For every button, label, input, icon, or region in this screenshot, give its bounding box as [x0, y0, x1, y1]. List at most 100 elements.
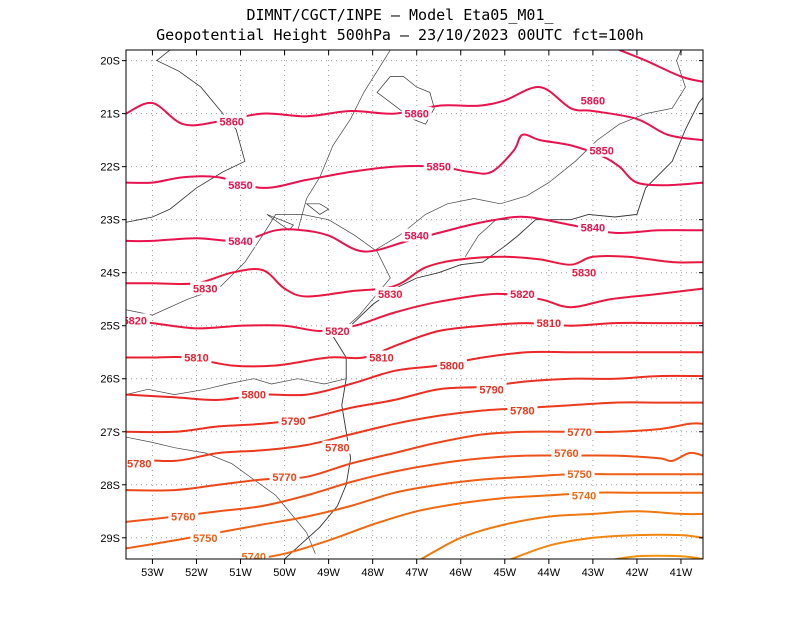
y-tick-label: 25S: [100, 321, 120, 333]
x-tick-label: 44W: [538, 567, 561, 579]
contour-label-bg: [366, 350, 397, 364]
y-tick-label: 20S: [100, 56, 120, 68]
chart-title-line1: DIMNT/CGCT/INPE – Model Eta05_M01_: [246, 6, 554, 24]
state-border: [464, 219, 510, 257]
contour-label-bg: [507, 286, 538, 300]
contour-label: 5810: [184, 353, 208, 365]
contour-label-bg: [476, 382, 507, 396]
x-tick-label: 51W: [229, 567, 252, 579]
contour-label: 5830: [378, 289, 402, 301]
contour-label: 5750: [567, 469, 591, 481]
contour-line-5770: [126, 422, 703, 492]
contour-label: 5830: [193, 284, 217, 296]
contour-label: 5860: [219, 117, 243, 129]
y-tick-label: 21S: [100, 109, 120, 121]
contour-line-5760: [126, 451, 703, 523]
contour-line-5860: [126, 86, 703, 142]
contour-line-5790: [126, 374, 703, 434]
contour-label: 5800: [241, 390, 265, 402]
contour-label: 5740: [241, 551, 265, 563]
x-tick-label: 52W: [185, 567, 208, 579]
contour-label: 5820: [123, 315, 147, 327]
state-border: [297, 50, 391, 231]
contour-label: 5860: [581, 95, 605, 107]
contour-line-5830: [126, 254, 703, 298]
reservoir-outline: [305, 203, 330, 215]
contour-label-bg: [225, 233, 256, 247]
x-tick-label: 41W: [670, 567, 693, 579]
contour-label-bg: [216, 114, 247, 128]
contour-label-bg: [278, 414, 309, 428]
reservoir-outline: [266, 214, 294, 231]
contour-label: 5760: [171, 512, 195, 524]
contour-label: 5800: [440, 360, 464, 372]
contour-label-bg: [375, 286, 406, 300]
contour-label: 5780: [325, 443, 349, 455]
contour-label: 5840: [228, 236, 252, 248]
contour-label: 5820: [325, 326, 349, 338]
contour-label: 5830: [572, 268, 596, 280]
contour-line-5860: [618, 50, 703, 83]
x-tick-label: 49W: [317, 567, 340, 579]
contour-line-5740: [250, 491, 703, 559]
contour-label: 5850: [426, 162, 450, 174]
contour-line-5850: [126, 133, 703, 189]
river-border-line: [126, 50, 246, 223]
contour-line-5800: [126, 350, 703, 401]
contour-label-bg: [569, 265, 600, 279]
contour-label: 5780: [127, 459, 151, 471]
contour-label: 5780: [510, 406, 534, 418]
contour-label: 5840: [581, 223, 605, 235]
x-tick-label: 53W: [141, 567, 164, 579]
x-tick-label: 45W: [493, 567, 516, 579]
contour-label-bg: [577, 220, 608, 234]
contour-label: 5850: [589, 146, 613, 158]
contour-line-5750: [126, 472, 703, 550]
contour-label-bg: [533, 316, 564, 330]
contour-label-bg: [126, 456, 155, 470]
state-border: [126, 378, 347, 395]
x-tick-label: 47W: [405, 567, 428, 579]
x-tick-label: 43W: [582, 567, 605, 579]
x-tick-label: 46W: [449, 567, 472, 579]
chart-title-line2: Geopotential Height 500hPa – 23/10/2023 …: [156, 26, 644, 44]
contour-line-5720: [509, 533, 703, 559]
contour-label: 5790: [281, 416, 305, 428]
contour-label-bg: [225, 178, 256, 192]
x-tick-label: 42W: [626, 567, 649, 579]
contour-label: 5770: [272, 472, 296, 484]
contour-label: 5740: [572, 490, 596, 502]
state-border: [126, 436, 316, 554]
contour-label-bg: [423, 159, 454, 173]
contour-label: 5790: [479, 384, 503, 396]
contour-line-5820: [126, 287, 703, 332]
plot-frame: [125, 49, 704, 560]
coastline: [332, 97, 703, 337]
contour-label-bg: [507, 403, 538, 417]
contour-label-bg: [190, 530, 221, 544]
contour-label-bg: [564, 467, 595, 481]
reservoir-outline: [376, 76, 435, 125]
y-tick-label: 23S: [100, 215, 120, 227]
contour-label: 5750: [193, 533, 217, 545]
contour-label-bg: [126, 313, 150, 327]
contour-label-bg: [436, 358, 467, 372]
contour-label-bg: [586, 143, 617, 157]
contour-label-bg: [401, 228, 432, 242]
contour-label: 5850: [228, 180, 252, 192]
contour-label-bg: [569, 488, 600, 502]
contour-line-5780: [126, 401, 703, 463]
contour-label-bg: [181, 350, 212, 364]
y-tick-label: 22S: [100, 162, 120, 174]
x-tick-label: 48W: [361, 567, 384, 579]
contour-line-5730: [419, 510, 703, 559]
y-tick-label: 28S: [100, 480, 120, 492]
contour-label: 5820: [510, 289, 534, 301]
y-tick-label: 26S: [100, 374, 120, 386]
contour-label-bg: [168, 509, 199, 523]
contour-label-bg: [577, 93, 608, 107]
contour-label-bg: [238, 387, 269, 401]
y-tick-label: 27S: [100, 427, 120, 439]
coastline-south: [284, 336, 352, 559]
